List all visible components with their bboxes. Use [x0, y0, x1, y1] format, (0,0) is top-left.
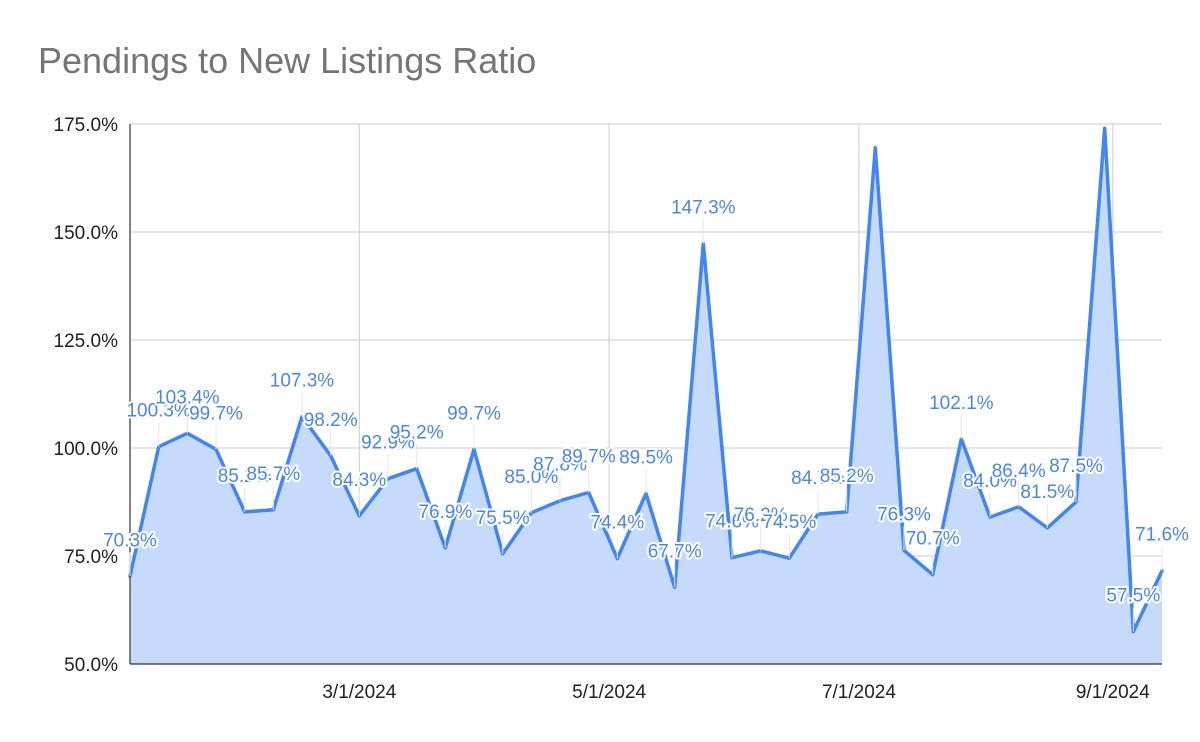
y-tick-label: 100.0% [54, 439, 119, 460]
y-tick-label: 75.0% [64, 547, 118, 568]
data-label: 74.5% [762, 512, 816, 533]
x-tick-label: 5/1/2024 [572, 682, 646, 703]
data-label: 89.7% [562, 446, 616, 467]
x-tick-label: 7/1/2024 [822, 682, 896, 703]
data-label: 85.2% [218, 466, 272, 487]
label-layer: 70.3%100.3%103.4%99.7%85.2%85.7%107.3%98… [101, 196, 1191, 632]
data-label: 85.0% [504, 467, 558, 488]
data-label: 98.2% [304, 410, 358, 431]
data-label: 100.3% [126, 401, 191, 422]
data-label: 87.8% [533, 455, 587, 476]
data-label: 74.4% [590, 513, 644, 534]
y-tick-label: 150.0% [54, 223, 119, 244]
chart-title: Pendings to New Listings Ratio [38, 40, 537, 81]
data-label: 70.3% [103, 530, 157, 551]
data-label: 86.4% [992, 461, 1046, 482]
data-label: 85.2% [820, 466, 874, 487]
y-tick-label: 125.0% [54, 331, 119, 352]
data-label: 84.7% [791, 468, 845, 489]
data-label: 84.3% [332, 470, 386, 491]
data-label: 67.7% [648, 542, 702, 563]
data-label: 87.5% [1049, 456, 1103, 477]
y-tick-label: 175.0% [54, 115, 119, 136]
data-label: 84.0% [963, 471, 1017, 492]
data-label: 70.7% [906, 529, 960, 550]
data-label: 147.3% [671, 198, 736, 219]
x-tick-label: 3/1/2024 [322, 682, 396, 703]
data-label: 81.5% [1020, 482, 1074, 503]
data-label: 76.3% [877, 504, 931, 525]
data-label: 95.2% [390, 423, 444, 444]
data-label: 76.9% [418, 502, 472, 523]
data-label: 103.4% [155, 387, 220, 408]
data-label: 99.7% [189, 403, 243, 424]
data-label: 102.1% [929, 393, 994, 414]
data-label: 92.9% [361, 433, 415, 454]
data-label: 75.5% [476, 508, 530, 529]
data-label: 57.5% [1106, 586, 1160, 607]
data-label: 89.5% [619, 447, 673, 468]
data-label: 74.6% [705, 512, 759, 533]
series-area [130, 128, 1162, 665]
data-label: 71.6% [1135, 525, 1189, 546]
area-layer [128, 126, 1164, 665]
data-label: 99.7% [447, 403, 501, 424]
data-label: 76.2% [734, 505, 788, 526]
axis-layer: 50.0% 75.0% 100.0% 125.0% 150.0% 175.0% 3/1/20… [54, 115, 1162, 703]
x-tick-label: 9/1/2024 [1076, 682, 1150, 703]
y-tick-label: 50.0% [64, 655, 118, 676]
data-label: 85.7% [246, 464, 300, 485]
data-label: 107.3% [270, 370, 335, 391]
